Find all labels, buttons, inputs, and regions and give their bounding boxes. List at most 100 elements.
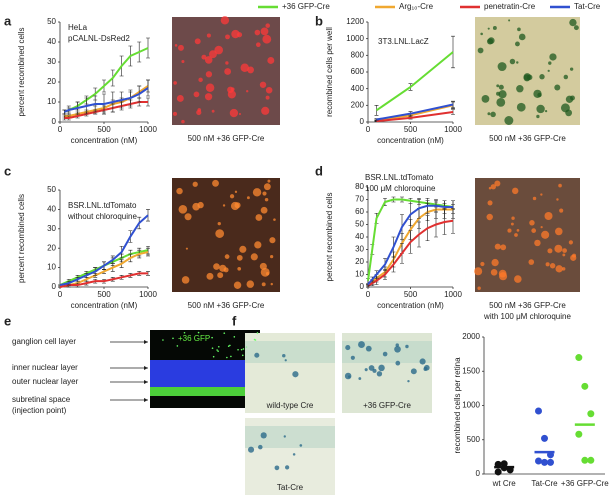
cell-spot — [267, 179, 271, 183]
cell-spot — [217, 272, 224, 279]
cell-spot — [573, 25, 579, 31]
cell-spot — [198, 77, 203, 83]
stain-dot — [284, 359, 287, 362]
gfp-dot — [162, 339, 164, 341]
cell-spot — [549, 263, 556, 269]
y-tick-label: 40 — [47, 37, 56, 46]
legend-label: Tat-Cre — [574, 2, 601, 11]
cell-spot — [547, 69, 550, 72]
cell-spot — [490, 268, 498, 276]
x-tick-label: 500 — [404, 290, 418, 299]
cell-spot — [263, 183, 271, 191]
cell-spot — [474, 267, 483, 276]
section-caption: +36 GFP-Cre — [363, 401, 411, 410]
stain-dot — [394, 345, 401, 353]
layer-label: subretinal space — [12, 395, 71, 404]
y-tick-label: 40 — [355, 232, 364, 241]
cell-spot — [204, 93, 213, 101]
stain-dot — [254, 352, 260, 358]
cell-spot — [206, 33, 211, 38]
cell-spot — [504, 116, 514, 125]
cell-spot — [547, 248, 553, 254]
cell-spot — [540, 193, 543, 196]
point — [581, 382, 589, 390]
series-line — [376, 111, 454, 123]
cell-spot — [194, 38, 201, 45]
series-line — [59, 272, 148, 288]
cell-spot — [213, 263, 220, 270]
cell-spot — [496, 84, 500, 88]
cell-spot — [250, 253, 258, 261]
cell-spot — [541, 230, 550, 239]
micrograph-caption: 500 nM +36 GFP-Cre — [489, 134, 566, 143]
y-tick-label: 1200 — [346, 17, 364, 26]
cell-spot — [534, 239, 541, 247]
cell-spot — [197, 201, 204, 209]
y-tick-label: 30 — [355, 245, 364, 254]
y-tick-label: 60 — [355, 207, 364, 216]
cell-spot — [225, 61, 229, 65]
cell-spot — [212, 179, 219, 187]
cell-spot — [491, 258, 499, 267]
cell-spot — [178, 205, 188, 214]
cell-spot — [174, 44, 178, 47]
cell-spot — [229, 108, 239, 118]
y-tick-label: 50 — [47, 185, 56, 194]
legend-label: +36 GFP-Cre — [282, 2, 330, 11]
stain-dot — [285, 465, 290, 470]
gfp-dot — [197, 331, 200, 334]
cell-spot — [498, 84, 504, 90]
stain-dot — [407, 379, 410, 383]
stain-dot — [283, 435, 286, 438]
point — [500, 460, 508, 468]
stain-dot — [364, 368, 368, 372]
annotation: 100 μM chloroquine — [365, 184, 436, 193]
cell-spot — [236, 254, 243, 261]
cell-spot — [510, 222, 514, 226]
stain-dot — [344, 372, 352, 380]
cell-spot — [224, 254, 230, 259]
y-tick-label: 50 — [47, 17, 56, 26]
cell-spot — [540, 226, 543, 229]
x-tick-label: 1000 — [444, 125, 462, 134]
x-tick-label: +36 GFP-Cre — [561, 479, 609, 488]
y-tick-label: 70 — [355, 195, 364, 204]
y-tick-label: 1000 — [346, 34, 364, 43]
y-tick-label: 2000 — [462, 332, 480, 341]
x-tick-label: 1000 — [139, 290, 157, 299]
y-tick-label: 600 — [351, 67, 365, 76]
cell-spot — [565, 95, 574, 103]
legend-label: penetratin-Cre — [484, 2, 536, 11]
cell-spot — [477, 286, 481, 291]
cell-spot — [511, 216, 515, 220]
gfp-dot — [230, 355, 232, 358]
cell-spot — [487, 112, 491, 116]
cell-spot — [231, 29, 240, 39]
cell-spot — [273, 218, 276, 221]
cell-spot — [265, 86, 273, 94]
x-axis-label: concentration (nM) — [71, 136, 138, 145]
cell-spot — [509, 58, 516, 65]
stain-dot — [260, 432, 267, 439]
cell-spot — [518, 33, 526, 41]
cell-spot — [176, 187, 183, 195]
cell-spot — [172, 111, 178, 116]
y-tick-label: 200 — [351, 100, 365, 109]
point — [587, 456, 595, 464]
y-tick-label: 500 — [467, 435, 481, 444]
series-line — [59, 251, 149, 288]
cell-spot — [477, 47, 484, 54]
stain-dot — [378, 364, 385, 372]
cell-spot — [176, 95, 184, 102]
cell-spot — [554, 84, 561, 91]
layer-label: outer nuclear layer — [12, 377, 79, 386]
stain-dot — [410, 368, 417, 375]
series-line — [63, 87, 149, 113]
y-axis-label: percent recombined cells — [325, 193, 334, 282]
cell-spot — [181, 119, 185, 124]
stain-dot — [299, 444, 303, 447]
annotation: BSR.LNL.tdTomato — [365, 173, 434, 182]
cell-spot — [261, 106, 270, 115]
gfp-dot — [211, 347, 214, 349]
